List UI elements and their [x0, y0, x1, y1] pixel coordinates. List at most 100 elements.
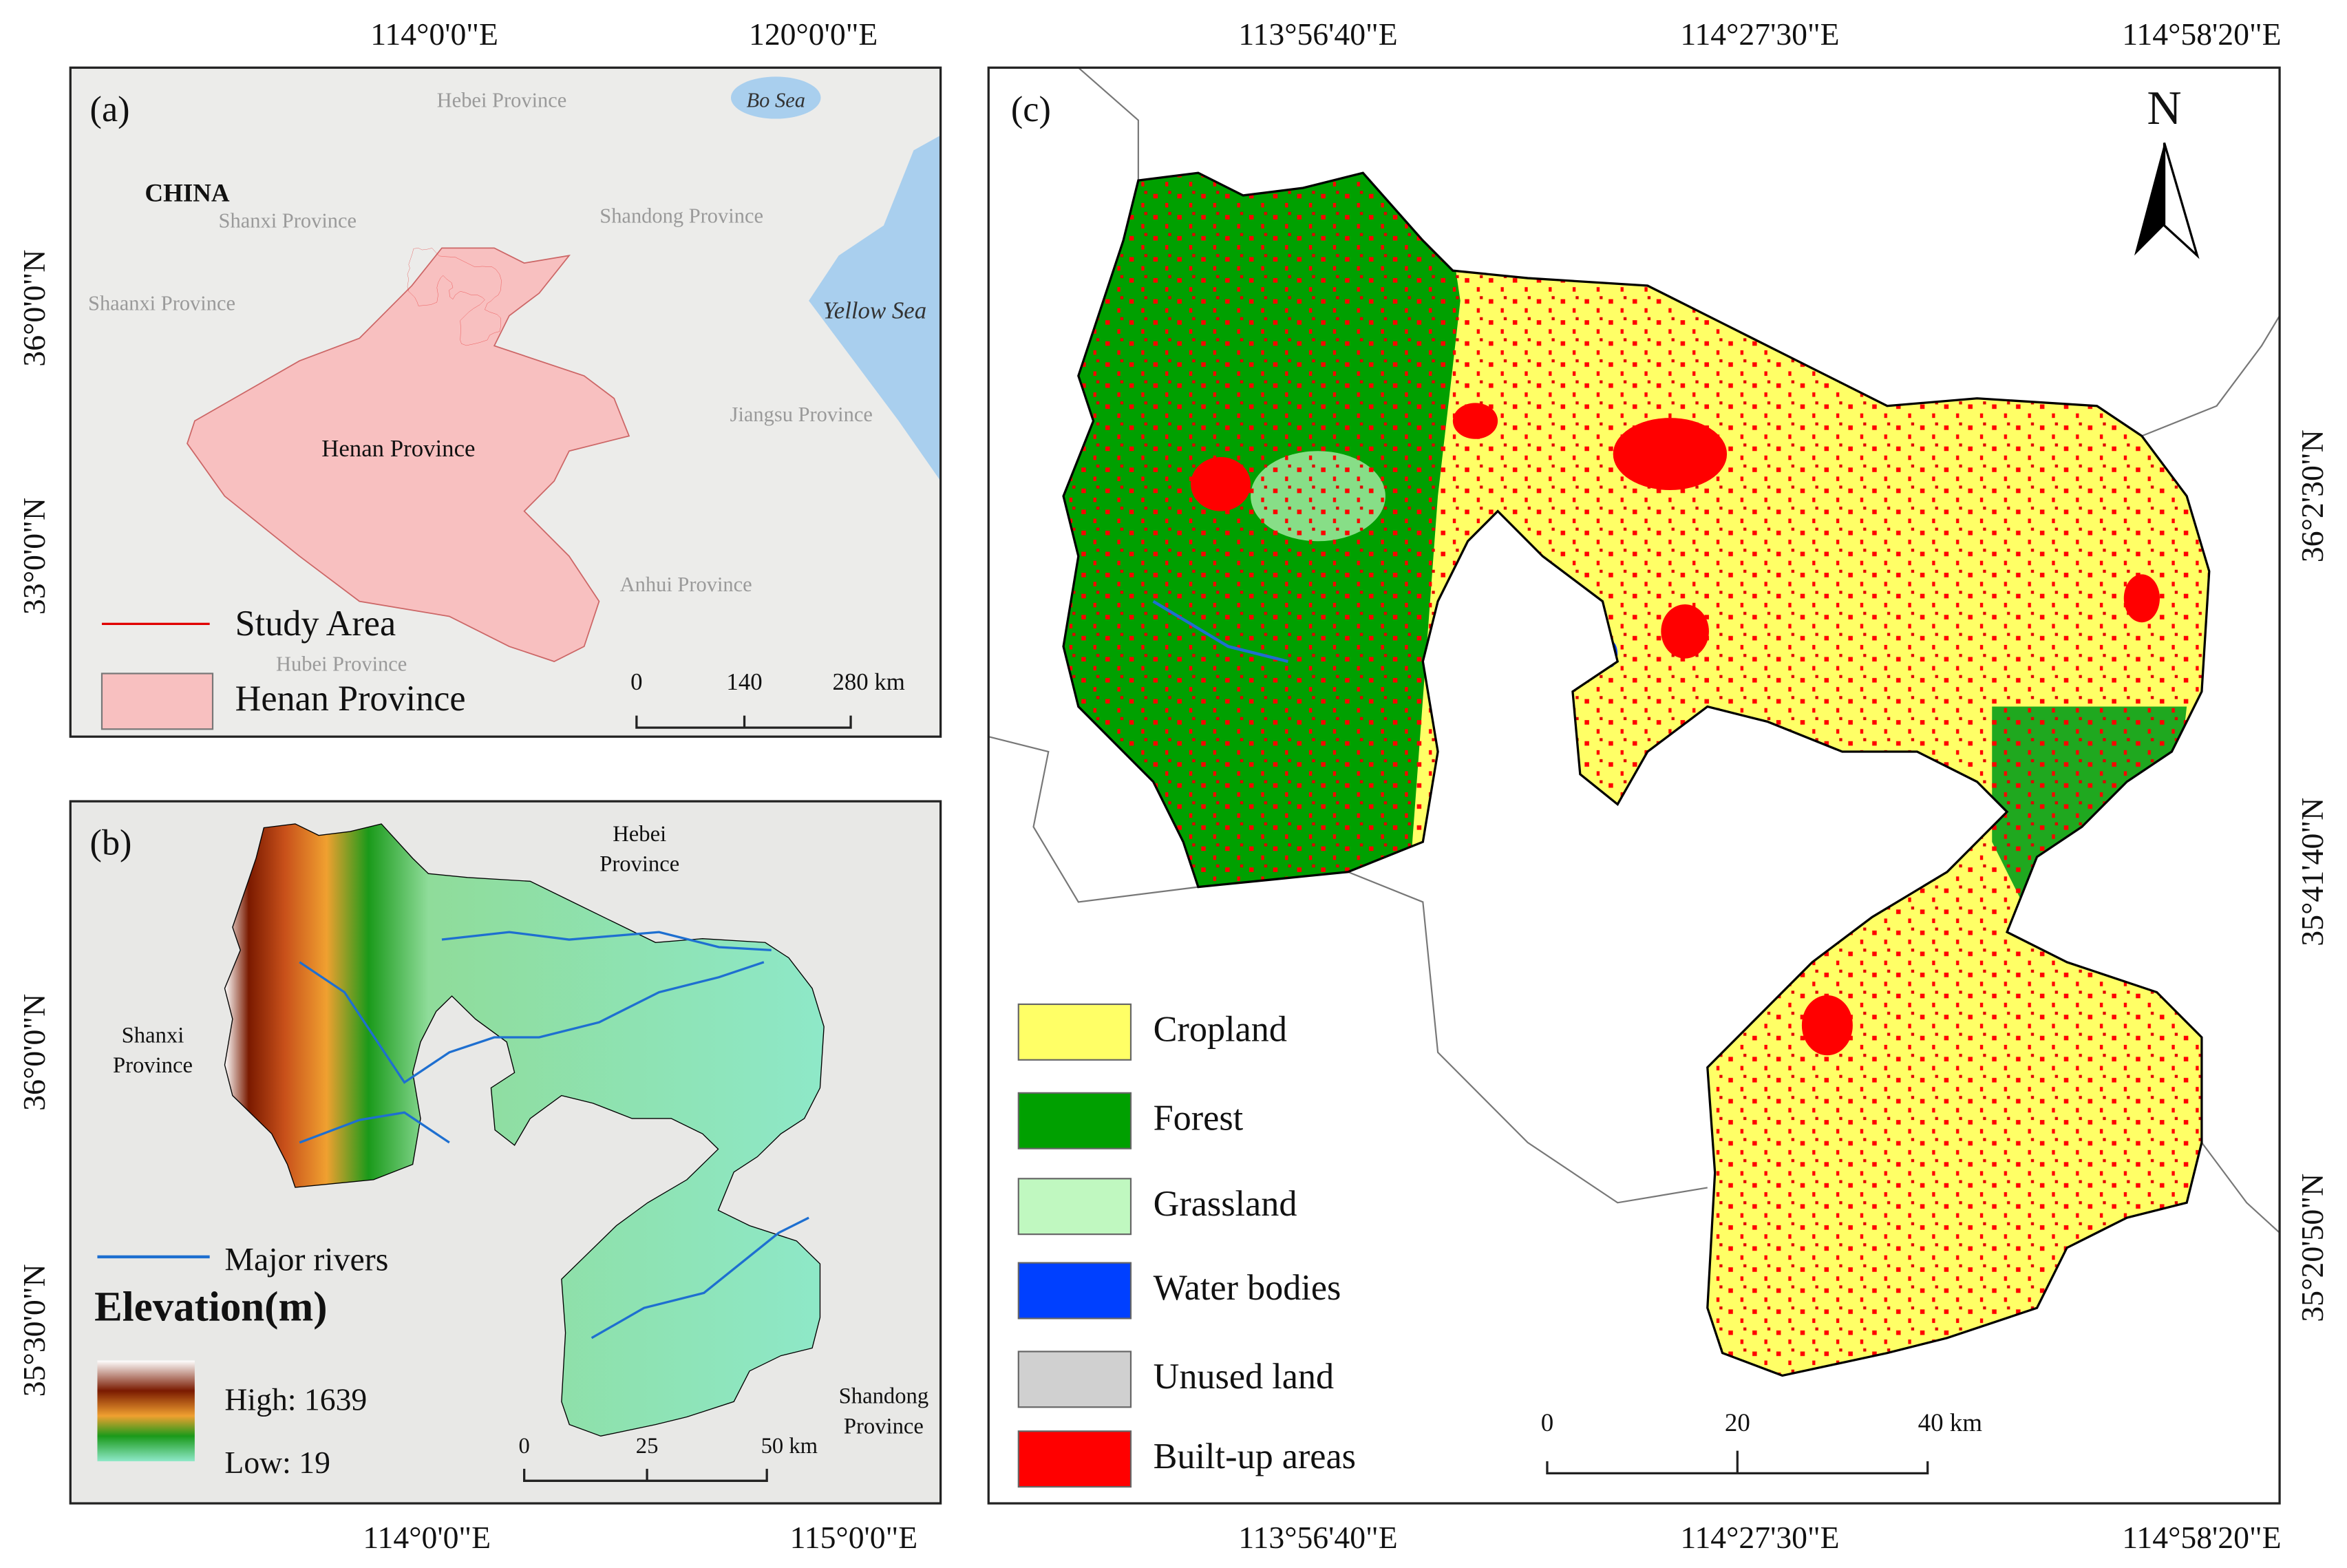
coord-label: 115°0'0"E [790, 1520, 918, 1555]
city [1613, 418, 1728, 491]
place-label: Shandong Province [599, 204, 763, 228]
scale-label: 0 [518, 1434, 529, 1459]
legend-swatch [100, 672, 214, 730]
scale-bar [1546, 1450, 1929, 1475]
coord-label: 36°0'0"N [17, 250, 52, 367]
boundary [988, 736, 1199, 903]
city [2123, 574, 2160, 623]
boundary [1078, 67, 1139, 181]
place-label: Shandong [839, 1384, 929, 1409]
place-label: Bo Sea [747, 88, 805, 112]
coord-label: 114°58'20"E [2122, 17, 2281, 52]
panel-c: (c) N 113°56'40"E 114°27'30"E 114°58'20"… [987, 17, 2330, 1555]
frame [69, 800, 942, 1505]
coord-label: 114°27'30"E [1680, 1520, 1839, 1555]
place-label: Province [599, 851, 679, 876]
place-label: Hubei Province [276, 653, 407, 676]
legend-label: Unused land [1154, 1357, 1334, 1397]
legend-label: Water bodies [1154, 1268, 1341, 1308]
boundary [1348, 871, 1708, 1204]
legend-swatch [1017, 1262, 1132, 1320]
place-label: Hebei Province [437, 88, 567, 112]
place-label: Shaanxi Province [88, 291, 235, 315]
place-label: CHINA [145, 179, 230, 207]
coord-label: 114°27'30"E [1680, 17, 1839, 52]
legend-swatch [1017, 1350, 1132, 1408]
boundary [2201, 1142, 2280, 1233]
scale-label: 40 km [1918, 1409, 1983, 1437]
panel-label: (c) [1011, 89, 1051, 129]
scale-label: 0 [1541, 1409, 1553, 1437]
north-arrow [2163, 142, 2200, 259]
frame [987, 66, 2281, 1505]
legend-label: Cropland [1154, 1009, 1287, 1049]
panel-label: (a) [90, 89, 130, 129]
admin-boundaries [988, 67, 2281, 1233]
rivers [299, 931, 809, 1339]
legend-gradient [97, 1360, 195, 1461]
scale-label: 280 km [832, 668, 904, 695]
legend-label: Study Area [235, 604, 396, 644]
north-arrow [2134, 142, 2165, 256]
panel-b: (b) 114°0'0"E 115°0'0"E 36°0'0"N 35°30'0… [17, 800, 942, 1555]
place-label: Anhui Province [620, 573, 752, 596]
legend-label: Major rivers [224, 1242, 388, 1278]
legend-label: Low: 19 [224, 1445, 330, 1480]
scale-bar [635, 715, 852, 729]
legend-swatch [1017, 1430, 1132, 1488]
sea [809, 135, 941, 481]
river [441, 931, 772, 951]
legend-label: Built-up areas [1154, 1437, 1356, 1476]
coord-label: 114°0'0"E [370, 17, 498, 52]
legend-label: High: 1639 [224, 1381, 367, 1417]
legend-title: Elevation(m) [94, 1284, 327, 1330]
river [1152, 600, 1289, 664]
city [1452, 403, 1498, 439]
coord-label: 113°56'40"E [1238, 1520, 1397, 1555]
river [591, 1216, 809, 1339]
coord-label: 33°0'0"N [17, 498, 52, 615]
scale-label: 140 [726, 668, 762, 695]
place-label: Province [844, 1414, 924, 1439]
place-label: Hebei [613, 822, 666, 847]
coord-label: 35°30'0"N [17, 1264, 52, 1397]
place-label: Henan Province [321, 435, 475, 462]
scale-bar [523, 1468, 768, 1482]
scale-label: 50 km [761, 1434, 818, 1459]
panel-label: (b) [90, 823, 132, 863]
city [1801, 995, 1853, 1056]
river [299, 1111, 450, 1144]
coord-label: 114°0'0"E [363, 1520, 491, 1555]
legend-label: Forest [1154, 1098, 1244, 1138]
legend: Cropland Forest Grassland Water bodies Unuse… [1017, 1003, 1356, 1488]
place-label: Province [113, 1053, 193, 1078]
scale-label: 20 [1725, 1409, 1750, 1437]
river [299, 961, 765, 1084]
frame [69, 66, 942, 738]
legend-swatch [1017, 1003, 1132, 1061]
coord-label: 114°58'20"E [2122, 1520, 2281, 1555]
legend-label: Grassland [1154, 1184, 1297, 1224]
city [1661, 604, 1709, 659]
panel-a: (a) 114°0'0"E 120°0'0"E 36°0'0"N 33°0'0"… [17, 17, 942, 738]
sea [730, 76, 821, 119]
place-label: Jiangsu Province [730, 403, 873, 426]
place-label: Shanxi [122, 1023, 184, 1048]
henan-province [187, 247, 630, 662]
city [1191, 456, 1251, 511]
boundary [2141, 315, 2281, 437]
coord-label: 36°0'0"N [17, 994, 52, 1111]
coord-label: 36°2'30"N [2295, 430, 2330, 562]
place-label: Shanxi Province [219, 209, 357, 232]
coord-label: 113°56'40"E [1238, 17, 1397, 52]
coord-label: 120°0'0"E [749, 17, 878, 52]
scale-label: 25 [636, 1434, 659, 1459]
legend-label: Henan Province [235, 679, 466, 719]
place-label: Yellow Sea [823, 297, 927, 324]
legend-swatch [1017, 1178, 1132, 1236]
legend-swatch [1017, 1092, 1132, 1149]
coord-label: 35°41'40"N [2295, 798, 2330, 946]
scale-label: 0 [630, 668, 642, 695]
coord-label: 35°20'50"N [2295, 1174, 2330, 1322]
